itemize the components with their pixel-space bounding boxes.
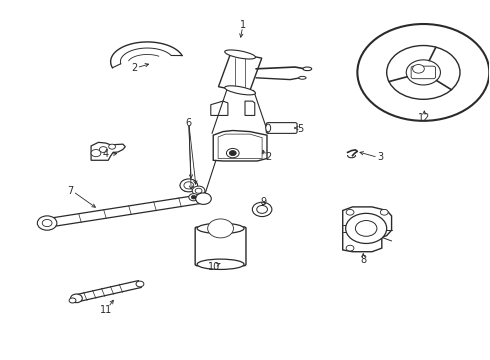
Text: 6: 6 bbox=[186, 118, 192, 128]
Circle shape bbox=[257, 206, 268, 213]
Circle shape bbox=[346, 245, 354, 251]
Circle shape bbox=[357, 24, 490, 121]
Text: 1: 1 bbox=[240, 20, 245, 30]
Circle shape bbox=[71, 294, 82, 303]
Polygon shape bbox=[213, 131, 267, 161]
Text: 7: 7 bbox=[68, 186, 74, 196]
Circle shape bbox=[226, 148, 239, 158]
Text: 2: 2 bbox=[265, 152, 271, 162]
Circle shape bbox=[69, 298, 76, 303]
Circle shape bbox=[192, 186, 205, 195]
Circle shape bbox=[345, 213, 387, 243]
Ellipse shape bbox=[266, 124, 270, 132]
Circle shape bbox=[109, 144, 116, 149]
Circle shape bbox=[91, 149, 101, 157]
Circle shape bbox=[99, 147, 107, 152]
Ellipse shape bbox=[197, 259, 244, 269]
Polygon shape bbox=[211, 101, 228, 116]
Circle shape bbox=[191, 195, 196, 199]
Circle shape bbox=[136, 281, 144, 287]
Circle shape bbox=[406, 60, 441, 85]
Ellipse shape bbox=[225, 86, 255, 95]
Polygon shape bbox=[343, 207, 392, 252]
Circle shape bbox=[195, 188, 202, 193]
Text: 2: 2 bbox=[131, 63, 137, 73]
Circle shape bbox=[184, 182, 194, 189]
Text: 12: 12 bbox=[418, 113, 431, 123]
Polygon shape bbox=[245, 101, 255, 116]
Circle shape bbox=[208, 219, 233, 238]
Circle shape bbox=[380, 210, 388, 215]
Circle shape bbox=[387, 45, 460, 99]
Text: 9: 9 bbox=[260, 197, 266, 207]
Circle shape bbox=[37, 216, 57, 230]
Ellipse shape bbox=[303, 67, 312, 71]
Circle shape bbox=[346, 210, 354, 215]
Circle shape bbox=[196, 193, 211, 204]
FancyBboxPatch shape bbox=[411, 66, 436, 79]
Ellipse shape bbox=[197, 223, 244, 234]
Circle shape bbox=[355, 221, 377, 236]
Polygon shape bbox=[91, 142, 125, 160]
Text: 5: 5 bbox=[297, 124, 304, 134]
FancyBboxPatch shape bbox=[266, 123, 297, 134]
Circle shape bbox=[180, 179, 197, 192]
FancyBboxPatch shape bbox=[195, 227, 246, 266]
Circle shape bbox=[252, 202, 272, 217]
Text: 11: 11 bbox=[99, 305, 112, 315]
Text: 3: 3 bbox=[377, 152, 383, 162]
Text: 4: 4 bbox=[103, 149, 109, 159]
Polygon shape bbox=[219, 52, 262, 93]
Text: 8: 8 bbox=[360, 255, 367, 265]
Ellipse shape bbox=[299, 76, 306, 79]
Circle shape bbox=[229, 150, 236, 156]
Circle shape bbox=[42, 220, 52, 226]
Circle shape bbox=[189, 194, 198, 201]
Text: 10: 10 bbox=[208, 262, 220, 272]
Circle shape bbox=[413, 64, 424, 73]
Ellipse shape bbox=[225, 50, 255, 59]
